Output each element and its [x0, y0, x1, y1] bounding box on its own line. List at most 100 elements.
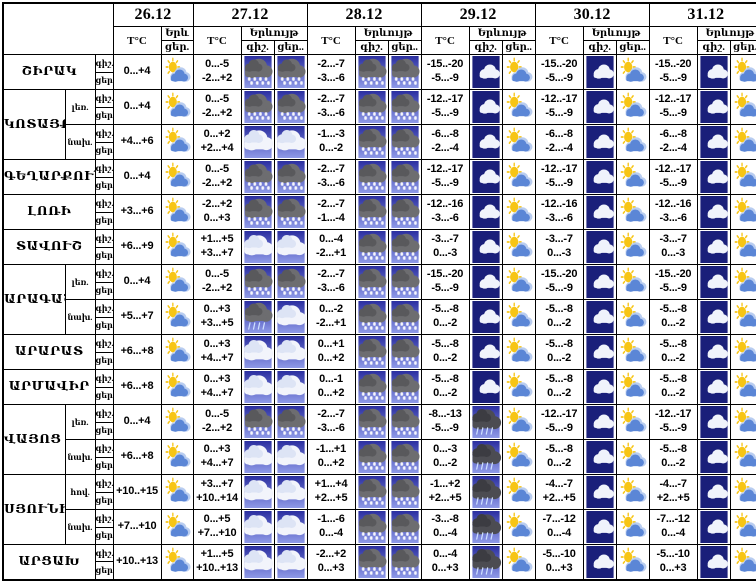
zone-label: նախ.: [64, 439, 96, 475]
sun-cloud-icon: [501, 404, 536, 440]
temp-night: -5...-8: [545, 373, 573, 386]
temp-day: -1...-4: [317, 212, 345, 224]
sun-cloud-icon: [729, 369, 756, 405]
sun-cloud-icon: [160, 334, 194, 370]
temp-night: -1...+1: [315, 443, 347, 456]
temp-night: 0...+3: [203, 303, 231, 316]
night-label: գիշ.: [94, 229, 114, 248]
temp-day: 0...-2: [661, 352, 686, 364]
sun-cloud-icon: [160, 89, 194, 125]
sun-cloud-icon: [160, 509, 194, 545]
temp-night: -6...-8: [545, 128, 573, 141]
rain-cloud-icon: [273, 299, 308, 335]
region-name: ԳԵՂԱՐՔՈՒՆԻՔ: [2, 159, 96, 195]
temp-night: -2...-7: [317, 93, 345, 106]
temp-day: 0...-2: [547, 457, 572, 469]
temperature-cell: -7...-12 0...-4: [648, 509, 698, 545]
sun-cloud-icon: [729, 159, 756, 195]
day-label: ցեր.: [94, 106, 114, 125]
snow-storm-icon: [354, 334, 389, 370]
table-header: 26.12 27.12 28.12 29.12 30.12 31.12 T°C …: [2, 2, 756, 55]
temperature-cell: -12..-17 -5...-9: [534, 404, 584, 440]
snow-storm-icon: [240, 194, 275, 230]
sun-cloud-icon: [615, 124, 650, 160]
rain-cloud-icon: [240, 439, 275, 475]
temperature-cell: 0...+4: [112, 264, 162, 300]
moon-cloud-icon: [696, 334, 731, 370]
temperature-cell: +1...+5 +10..+13: [192, 544, 242, 581]
rain-cloud-icon: [273, 369, 308, 405]
temp-night: 0...-2: [319, 303, 343, 316]
sun-cloud-icon: [501, 159, 536, 195]
temp-night: -15..-20: [426, 58, 464, 71]
zone-label: լեռ.: [64, 404, 96, 440]
moon-cloud-icon: [468, 369, 503, 405]
temp-day: +10..+13: [116, 555, 158, 568]
phenom-header-0: Երև: [160, 26, 194, 41]
moon-cloud-icon: [696, 509, 731, 545]
sun-cloud-icon: [615, 299, 650, 335]
temperature-cell: -4...-7 +2...+5: [534, 474, 584, 510]
header-corner: [2, 2, 114, 55]
temperature-cell: -2...+2 0...+3: [306, 544, 356, 581]
temperature-cell: 0...+3 +4...+7: [192, 334, 242, 370]
temp-night: -12..-16: [654, 198, 692, 211]
temperature-cell: -2...+2 0...+3: [192, 194, 242, 230]
region-name: ՍՅՈՒՆԻՔ: [2, 474, 66, 545]
temp-day: -2...+2: [201, 422, 233, 434]
sun-cloud-icon: [160, 54, 194, 90]
phenom-header-3: Երևույթ: [468, 26, 536, 41]
temp-night: -5...-10: [656, 548, 690, 561]
temp-day: -2...-4: [545, 142, 573, 154]
temp-night: -12..-17: [654, 163, 692, 176]
snow-storm-icon: [273, 89, 308, 125]
rain-cloud-icon: [240, 544, 275, 581]
sun-cloud-icon: [160, 439, 194, 475]
temperature-cell: -12..-17 -5...-9: [420, 89, 470, 125]
temperature-cell: -5...-8 0...-2: [534, 299, 584, 335]
sun-cloud-icon: [501, 194, 536, 230]
moon-cloud-icon: [696, 54, 731, 90]
temp-night: -2...-7: [317, 408, 345, 421]
sun-cloud-icon: [615, 509, 650, 545]
temp-night: -5...-8: [545, 338, 573, 351]
region-name: ՎԱՅՈՑ ՁՈՐ: [2, 404, 66, 475]
sun-cloud-icon: [615, 474, 650, 510]
temperature-cell: -5...-8 0...-2: [648, 439, 698, 475]
temperature-cell: +6...+8: [112, 439, 162, 475]
table-row: ԱՐԱԳԱԾՈՏՆլեռ.գիշ.0...+40...-5-2...+2-2..…: [2, 264, 756, 335]
temp-day: 0...-2: [661, 457, 686, 469]
sun-cloud-icon: [501, 89, 536, 125]
temp-day: 0...+3: [545, 562, 573, 574]
table-row: նախ. գիշ. +4...+6 0...+2 +2...+4 -1...-3 0...-…: [3, 124, 756, 160]
temp-day: -2...+2: [201, 282, 233, 294]
temp-day: -5...-9: [431, 282, 459, 294]
temperature-cell: 0...+2 +2...+4: [192, 124, 242, 160]
temp-night: -4...-7: [545, 478, 573, 491]
night-label: գիշ.: [94, 404, 114, 423]
sun-cloud-icon: [615, 89, 650, 125]
moon-cloud-icon: [582, 509, 617, 545]
daypart-header-3-night: գիշ.: [468, 40, 503, 55]
moon-cloud-icon: [582, 54, 617, 90]
table-row: ԿՈՏԱՅՔլեռ.գիշ. 0...+4 0...-5-2...+2 -2...-7…: [2, 89, 756, 160]
moon-cloud-icon: [696, 194, 731, 230]
snow-storm-icon: [387, 264, 422, 300]
temperature-cell: -12..-16 -3...-6: [420, 194, 470, 230]
sun-cloud-icon: [160, 299, 194, 335]
temp-night: -7...-12: [542, 513, 576, 526]
temp-day: -3...-6: [545, 212, 573, 224]
moon-cloud-icon: [696, 159, 731, 195]
temp-day: 0...+3: [431, 562, 459, 574]
sun-cloud-icon: [160, 194, 194, 230]
moon-cloud-icon: [582, 299, 617, 335]
temp-night: -5...-8: [659, 338, 687, 351]
sun-cloud-icon: [501, 439, 536, 475]
temp-day: 0...-4: [661, 527, 686, 539]
moon-cloud-icon: [582, 544, 617, 581]
temperature-cell: 0...-1 0...+2: [306, 369, 356, 405]
temp-day: 0...-4: [433, 527, 457, 539]
temperature-cell: 0...+3 +3...+5: [192, 299, 242, 335]
